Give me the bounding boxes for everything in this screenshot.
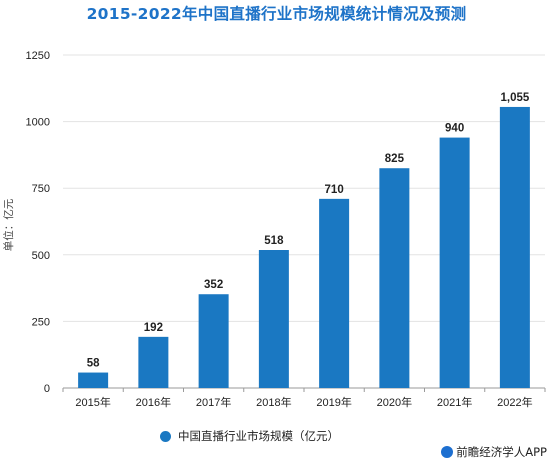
data-label: 352 — [204, 279, 223, 291]
bar — [258, 250, 289, 388]
x-tick-label: 2017年 — [196, 395, 231, 409]
x-tick-labels: 2015年 2016年 2017年 2018年 2019年 2020年 2021年 2022年 — [62, 388, 546, 409]
bars: 58 192 352 518 710 825 940 1,055 — [78, 92, 530, 388]
watermark: 前瞻经济学人APP — [441, 444, 547, 460]
y-axis-label: 单位：亿元 — [2, 198, 15, 251]
bar — [138, 336, 169, 388]
x-tick-label: 2021年 — [437, 395, 472, 409]
y-tick-label: 750 — [32, 183, 50, 195]
watermark-text: 前瞻经济学人APP — [456, 445, 547, 459]
y-tick-label: 1250 — [26, 50, 50, 62]
data-label: 1,055 — [500, 92, 529, 104]
y-tick-labels: 0 250 500 750 1000 1250 — [26, 50, 50, 395]
data-label: 518 — [264, 235, 284, 247]
data-label: 940 — [445, 123, 464, 135]
x-tick-label: 2022年 — [497, 395, 532, 409]
x-tick-label: 2018年 — [256, 395, 291, 409]
y-tick-label: 500 — [32, 250, 50, 262]
bar — [379, 168, 410, 388]
y-tick-label: 0 — [44, 383, 50, 395]
app-logo-icon — [441, 446, 454, 458]
x-tick-label: 2020年 — [377, 395, 412, 409]
data-label: 192 — [144, 322, 163, 334]
gridlines — [63, 54, 545, 389]
y-tick-label: 250 — [32, 316, 50, 328]
legend-marker — [160, 430, 171, 442]
legend-label: 中国直播行业市场规模（亿元） — [178, 429, 339, 443]
chart-title: 2015-2022年中国直播行业市场规模统计情况及预测 — [86, 5, 467, 23]
bar — [198, 294, 229, 388]
x-tick-label: 2015年 — [75, 395, 110, 409]
x-tick-label: 2019年 — [316, 395, 351, 409]
data-label: 710 — [325, 184, 344, 196]
legend: 中国直播行业市场规模（亿元） — [160, 428, 339, 444]
data-label: 825 — [385, 153, 405, 165]
y-tick-label: 1000 — [26, 117, 50, 129]
bar — [439, 137, 470, 388]
data-label: 58 — [87, 358, 100, 370]
bar — [499, 106, 530, 388]
x-tick-label: 2016年 — [136, 395, 171, 409]
bar — [78, 372, 109, 388]
bar — [319, 198, 350, 388]
